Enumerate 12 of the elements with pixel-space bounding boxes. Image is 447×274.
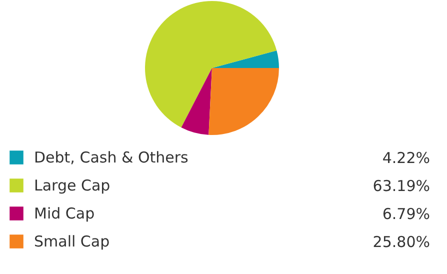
legend-label: Debt, Cash & Others	[34, 148, 189, 166]
legend-label: Large Cap	[34, 176, 110, 194]
pie-slice	[145, 1, 277, 128]
data-label: 6.79%	[382, 205, 430, 223]
pie-slice	[208, 68, 279, 135]
legend-label: Mid Cap	[34, 204, 95, 222]
data-label: 63.19%	[372, 177, 430, 195]
legend-label: Small Cap	[34, 232, 110, 250]
data-label: 4.22%	[382, 149, 430, 167]
pie-slice	[181, 68, 212, 135]
pie-slice	[212, 50, 279, 68]
data-label: 25.80%	[372, 233, 430, 251]
